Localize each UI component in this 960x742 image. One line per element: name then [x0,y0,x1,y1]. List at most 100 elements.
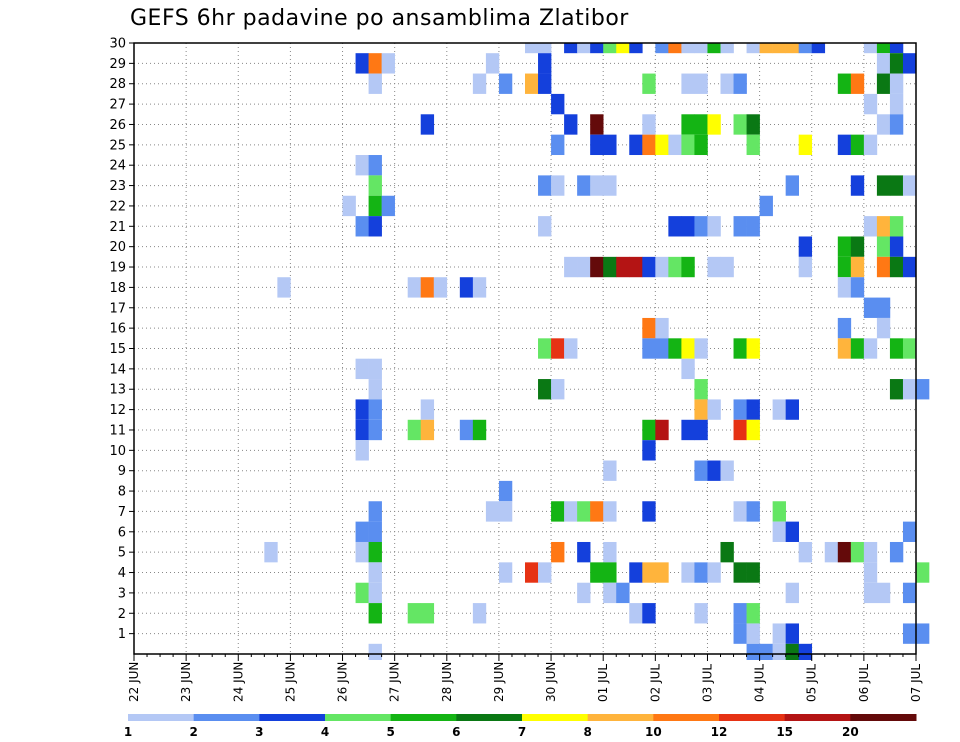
heatmap-cell [733,603,747,624]
heatmap-cell [902,582,917,604]
heatmap-cell [577,501,591,522]
x-tick-label: 24 JUN [231,662,245,702]
heatmap-cell [876,114,891,135]
heatmap-cell [368,379,382,400]
x-tick-label: 26 JUN [336,662,350,702]
heatmap-cell [694,379,708,400]
heatmap-cell [850,73,865,94]
heatmap-cell [655,256,669,278]
legend-swatch [587,714,654,721]
heatmap-cell [381,195,395,217]
heatmap-cell [655,562,669,583]
heatmap-cell [837,256,852,278]
heatmap-cell [889,541,904,563]
heatmap-cell [785,623,799,644]
heatmap-cell [642,114,656,135]
heatmap-cell [733,399,747,420]
heatmap-cell [902,379,917,400]
heatmap-cell [772,501,786,522]
heatmap-cell [707,114,721,135]
heatmap-cell [603,43,617,54]
heatmap-cell [355,521,369,542]
heatmap-cell [876,216,891,237]
heatmap-cell [655,134,669,156]
heatmap-cell [876,175,891,196]
heatmap-cell [850,134,865,156]
heatmap-cell [694,114,708,135]
heatmap-cell [551,541,565,563]
heatmap-cell [538,53,552,74]
heatmap-cell [863,541,878,563]
heatmap-cell [538,338,552,359]
heatmap-cell [746,501,760,522]
heatmap-cell [668,338,682,359]
heatmap-cell [798,541,813,563]
heatmap-cell [642,256,656,278]
heatmap-cell [603,562,617,583]
y-tick-label: 9 [118,464,126,479]
heatmap-cell [590,562,604,583]
heatmap-cell [420,114,435,135]
heatmap-cell [707,562,721,583]
heatmap-cell [590,175,604,196]
y-tick-label: 14 [109,362,126,377]
heatmap-cell [785,43,799,54]
heatmap-cell [420,419,435,441]
y-tick-label: 28 [109,77,126,92]
x-tick-label: 28 JUN [440,662,454,702]
heatmap-cell [590,134,604,156]
heatmap-cell [889,114,904,135]
heatmap-cell [368,521,382,542]
heatmap-cell [772,399,786,420]
heatmap-cell [863,297,878,318]
heatmap-cell [876,297,891,318]
heatmap-cell [407,277,422,298]
heatmap-cell [772,521,786,542]
heatmap-cell [681,43,695,54]
y-tick-label: 5 [118,546,126,561]
heatmap-cell [720,73,734,94]
heatmap-cell [876,73,891,94]
heatmap-cell [720,43,734,54]
heatmap-cell [707,256,721,278]
heatmap-cell [498,73,513,94]
heatmap-cell [368,358,382,380]
heatmap-cell [603,175,617,196]
legend-label: 5 [386,725,394,739]
heatmap-cell [655,43,669,54]
heatmap-cell [368,399,382,420]
y-tick-label: 1 [118,627,126,642]
heatmap-cell [538,216,552,237]
heatmap-cell [889,338,904,359]
heatmap-cell [902,338,917,359]
heatmap-cell [785,643,799,660]
heatmap-cell [811,43,826,54]
legend-swatch [456,714,523,721]
heatmap-cell [902,175,917,196]
heatmap-cell [551,379,565,400]
heatmap-cell [551,338,565,359]
heatmap-cell [746,399,760,420]
heatmap-cell [863,93,878,115]
heatmap-cell [629,603,643,624]
x-tick-label: 01 JUL [596,664,610,702]
heatmap-cell [772,43,786,54]
heatmap-cell [577,541,591,563]
legend-label: 20 [842,725,859,739]
heatmap-cell [837,236,852,257]
heatmap-cell [785,521,799,542]
heatmap-cell [668,256,682,278]
heatmap-cell [824,541,839,563]
heatmap-cell [485,501,500,522]
heatmap-cell [407,419,422,441]
heatmap-cell [850,236,865,257]
y-tick-label: 20 [109,240,126,255]
heatmap-cell [850,541,865,563]
heatmap-cell [381,53,395,74]
heatmap-cell [798,134,813,156]
heatmap-cell [707,43,721,54]
legend-label: 12 [711,725,728,739]
legend-swatch [193,714,260,721]
heatmap-cell [577,582,591,604]
